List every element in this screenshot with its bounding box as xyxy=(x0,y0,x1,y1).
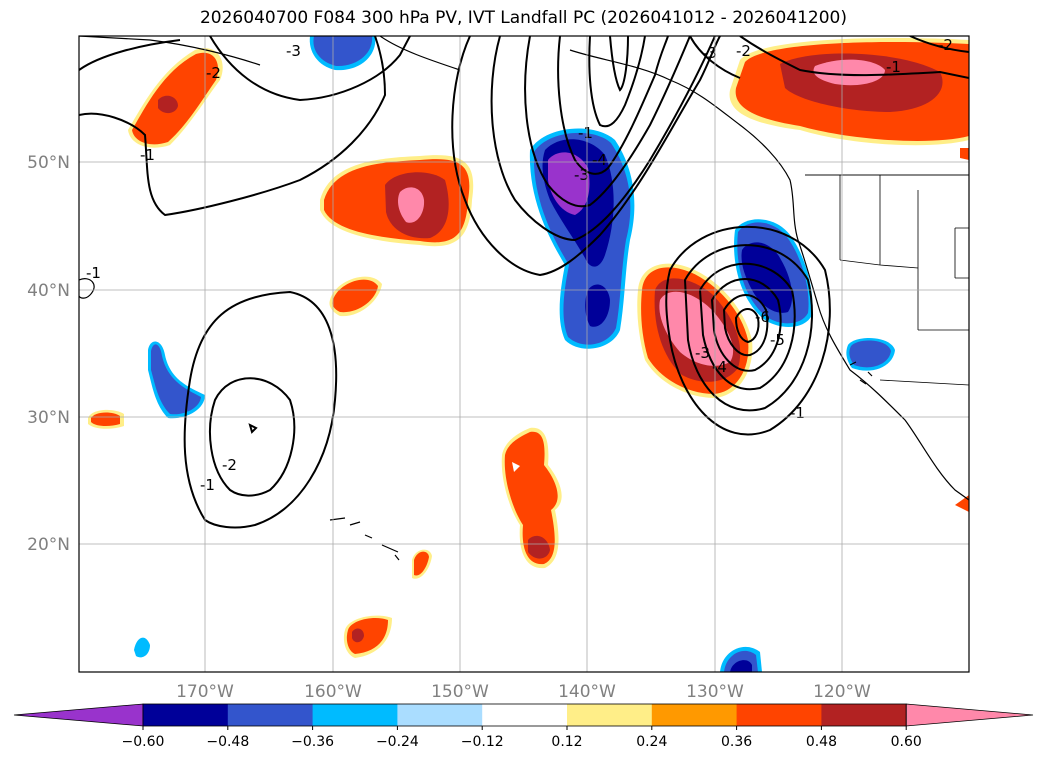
lon-label-160w: 160°W xyxy=(304,682,362,702)
colorbar-swatch xyxy=(821,704,907,726)
ivt-contours xyxy=(79,36,969,529)
svg-text:-1: -1 xyxy=(140,146,155,164)
colorbar-extend-high xyxy=(905,703,1034,727)
svg-text:-2: -2 xyxy=(206,64,221,82)
lon-label-120w: 120°W xyxy=(813,682,871,702)
svg-text:-1: -1 xyxy=(886,58,901,76)
svg-text:-5: -5 xyxy=(770,331,785,349)
colorbar-tick-label: 0.24 xyxy=(636,734,667,750)
colorbar-tick-label: −0.60 xyxy=(122,734,165,750)
svg-text:-4: -4 xyxy=(592,151,607,169)
pv-negative-trough xyxy=(529,128,635,349)
colorbar-swatch xyxy=(227,704,314,726)
pv-positive-subtropical xyxy=(501,427,562,569)
colorbar-tick-label: 0.48 xyxy=(806,734,837,750)
lon-label-140w: 140°W xyxy=(558,682,616,702)
lon-label-130w: 130°W xyxy=(686,682,744,702)
colorbar-tick-label: 0.60 xyxy=(891,734,922,750)
colorbar-swatch xyxy=(736,704,822,726)
colorbar-tick-label: −0.12 xyxy=(461,734,504,750)
colorbar-swatch xyxy=(482,704,568,726)
svg-text:-1: -1 xyxy=(200,476,215,494)
svg-text:-2: -2 xyxy=(938,36,953,54)
colorbar-tick-label: 0.12 xyxy=(551,734,582,750)
political-borders xyxy=(805,174,969,386)
colorbar-swatch xyxy=(397,704,483,726)
colorbar-tick-label: 0.36 xyxy=(721,734,752,750)
contour-labels: -3 -2 -1 -1 -2 -3 -4 -3 -2 -1 -1 -2 -1 -… xyxy=(86,36,953,494)
pv-positive-northwest xyxy=(128,48,223,148)
svg-text:-4: -4 xyxy=(712,358,727,376)
lon-label-150w: 150°W xyxy=(431,682,489,702)
map-title: 2026040700 F084 300 hPa PV, IVT Landfall… xyxy=(199,8,847,28)
colorbar: −0.60 −0.48 −0.36 −0.24 −0.12 0.12 0.24 0.36 0.4… xyxy=(13,703,1034,750)
colorbar-outline xyxy=(142,703,907,727)
colorbar-swatch xyxy=(312,704,398,726)
colorbar-swatch xyxy=(143,704,229,726)
lat-label-30n: 30°N xyxy=(27,408,70,428)
svg-text:-3: -3 xyxy=(702,44,717,62)
svg-text:-3: -3 xyxy=(695,344,710,362)
colorbar-tick-label: −0.36 xyxy=(291,734,334,750)
map-frame xyxy=(78,35,970,673)
svg-text:-2: -2 xyxy=(222,456,237,474)
longitude-labels: 170°W 160°W 150°W 140°W 130°W 120°W xyxy=(176,682,871,702)
svg-text:-6: -6 xyxy=(755,308,770,326)
gridlines xyxy=(79,36,969,672)
lat-label-50n: 50°N xyxy=(27,153,70,173)
svg-text:-1: -1 xyxy=(790,404,805,422)
colorbar-ticks: −0.60 −0.48 −0.36 −0.24 −0.12 0.12 0.24 0.36 0.4… xyxy=(122,726,922,750)
pv-positive-west-coast xyxy=(637,263,753,398)
lon-label-170w: 170°W xyxy=(176,682,234,702)
colorbar-swatches xyxy=(13,703,1034,727)
colorbar-tick-label: −0.24 xyxy=(376,734,419,750)
coastlines xyxy=(79,36,969,561)
svg-text:-1: -1 xyxy=(86,264,101,282)
colorbar-tick-label: −0.48 xyxy=(206,734,249,750)
colorbar-swatch xyxy=(651,704,738,726)
lat-label-20n: 20°N xyxy=(27,535,70,555)
svg-text:-3: -3 xyxy=(286,42,301,60)
latitude-labels: 50°N 40°N 30°N 20°N xyxy=(27,153,70,555)
pv-positive-central xyxy=(320,155,474,247)
svg-text:-3: -3 xyxy=(574,166,589,184)
svg-text:-2: -2 xyxy=(736,42,751,60)
colorbar-extend-low xyxy=(13,703,144,727)
colorbar-swatch xyxy=(567,704,653,726)
svg-text:-1: -1 xyxy=(578,124,593,142)
map-area xyxy=(79,36,969,672)
lat-label-40n: 40°N xyxy=(27,281,70,301)
